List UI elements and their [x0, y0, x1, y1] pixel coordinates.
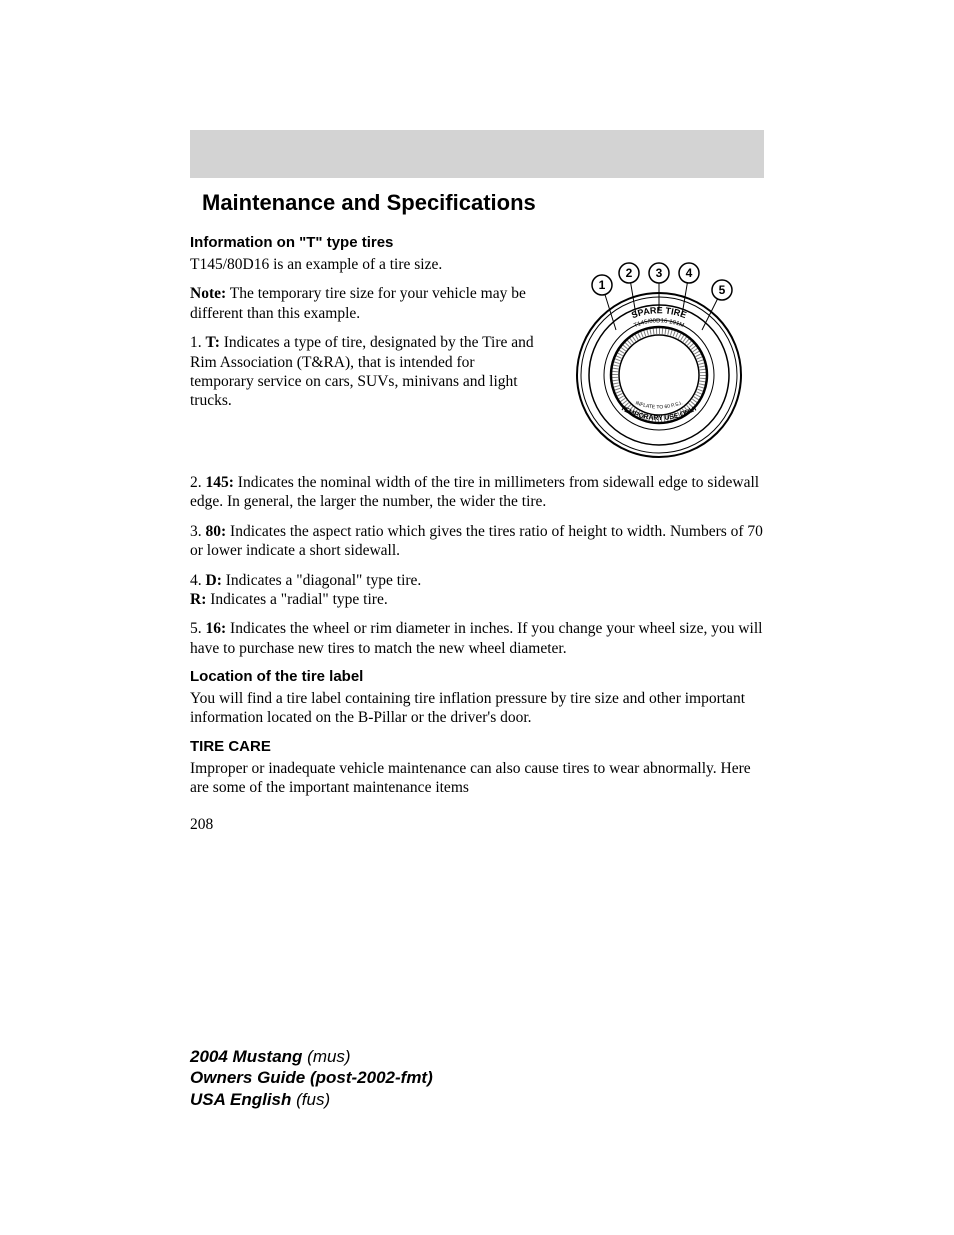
- item4b-bold: R:: [190, 591, 206, 608]
- item2-num: 2.: [190, 474, 206, 491]
- footer-l3-bold: USA English: [190, 1090, 296, 1109]
- section-title-location: Location of the tire label: [190, 668, 764, 685]
- item4-text: Indicates a "diagonal" type tire.: [222, 572, 421, 589]
- chapter-title: Maintenance and Specifications: [202, 190, 752, 216]
- item5-num: 5.: [190, 620, 206, 637]
- item4b-text: Indicates a "radial" type tire.: [206, 591, 387, 608]
- item4-num: 4.: [190, 572, 206, 589]
- callout-4: 4: [686, 266, 693, 280]
- para-item2: 2. 145: Indicates the nominal width of t…: [190, 473, 764, 512]
- item4-bold: D:: [206, 572, 222, 589]
- item3-num: 3.: [190, 523, 206, 540]
- footer-l3-reg: (fus): [296, 1090, 330, 1109]
- footer-l1-bold: 2004 Mustang: [190, 1047, 307, 1066]
- callout-2: 2: [626, 266, 633, 280]
- section-title-t-tires: Information on "T" type tires: [190, 234, 764, 251]
- footer: 2004 Mustang (mus) Owners Guide (post-20…: [190, 1046, 433, 1110]
- item5-text: Indicates the wheel or rim diameter in i…: [190, 620, 762, 656]
- item2-text: Indicates the nominal width of the tire …: [190, 474, 759, 510]
- para-item3: 3. 80: Indicates the aspect ratio which …: [190, 522, 764, 561]
- item1-num: 1.: [190, 334, 206, 351]
- page-number: 208: [190, 816, 764, 834]
- header-bar: [190, 130, 764, 178]
- callout-1: 1: [599, 278, 606, 292]
- footer-l2-bold: Owners Guide (post-2002-fmt): [190, 1068, 433, 1087]
- item3-text: Indicates the aspect ratio which gives t…: [190, 523, 763, 559]
- footer-l1-reg: (mus): [307, 1047, 350, 1066]
- item1-bold: T:: [206, 334, 220, 351]
- tire-diagram: SPARE TIRE T145/80D16 101M TEMPORARY USE…: [554, 255, 764, 465]
- callout-5: 5: [719, 283, 726, 297]
- item3-bold: 80:: [206, 523, 227, 540]
- para-item5: 5. 16: Indicates the wheel or rim diamet…: [190, 619, 764, 658]
- item5-bold: 16:: [206, 620, 227, 637]
- section-title-tirecare: TIRE CARE: [190, 738, 764, 755]
- item2-bold: 145:: [206, 474, 234, 491]
- item1-text: Indicates a type of tire, designated by …: [190, 334, 534, 409]
- content-block: SPARE TIRE T145/80D16 101M TEMPORARY USE…: [190, 255, 764, 473]
- para-location: You will find a tire label containing ti…: [190, 689, 764, 728]
- callout-3: 3: [656, 266, 663, 280]
- para-tirecare: Improper or inadequate vehicle maintenan…: [190, 759, 764, 798]
- para-item4b: R: Indicates a "radial" type tire.: [190, 590, 764, 609]
- document-page: Maintenance and Specifications Informati…: [0, 0, 954, 834]
- note-text: The temporary tire size for your vehicle…: [190, 285, 526, 321]
- note-label: Note:: [190, 285, 226, 302]
- para-item4a: 4. D: Indicates a "diagonal" type tire.: [190, 571, 764, 590]
